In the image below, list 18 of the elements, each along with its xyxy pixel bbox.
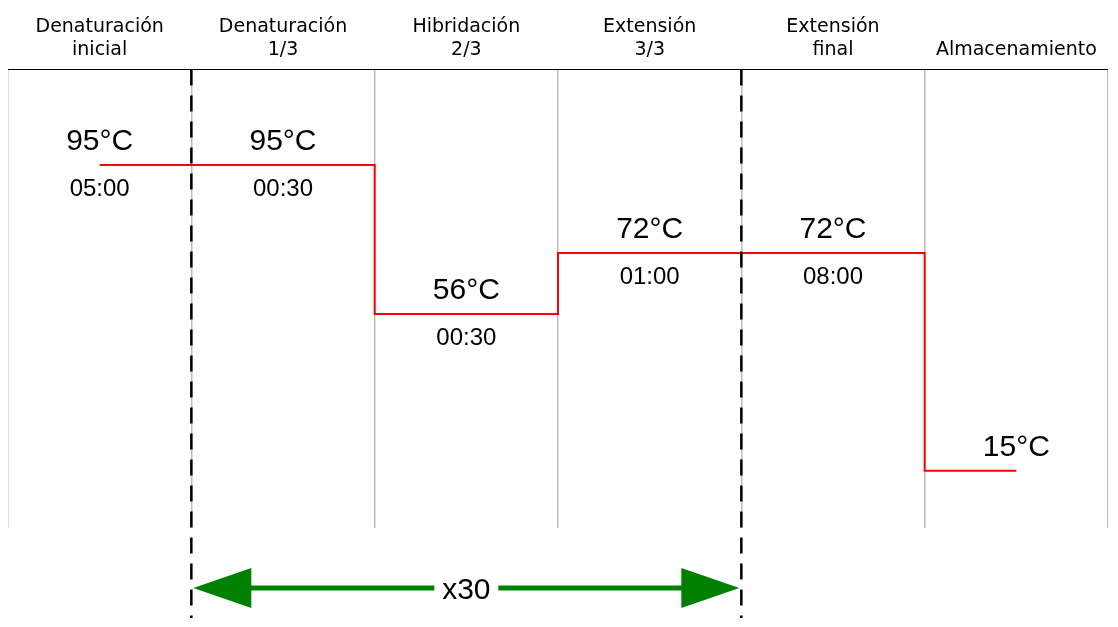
x-tick-label: Almacenamiento [935, 37, 1097, 60]
x-tick-label: Denaturación inicial [35, 14, 164, 60]
data-label: 56°C [432, 272, 500, 306]
annotation: 00:30 [252, 173, 314, 201]
text: x30 [442, 571, 491, 605]
x-tick-label: Denaturación 1/3 [218, 14, 348, 60]
annotation: 00:30 [436, 322, 497, 350]
data-label: 95°C [249, 123, 317, 157]
data-label: 15°C [982, 428, 1050, 462]
annotation: 08:00 [802, 261, 864, 289]
x-tick-label: Hibridación 2/3 [412, 14, 521, 60]
x-tick-label: Extensión 3/3 [603, 14, 697, 60]
x-tick-label: Extensión final [786, 14, 880, 60]
annotation: 01:00 [619, 261, 680, 289]
data-label: 72°C [799, 211, 867, 245]
data-label: 72°C [616, 211, 684, 245]
data-label: 95°C [66, 123, 134, 157]
annotation: 05:00 [69, 173, 130, 201]
